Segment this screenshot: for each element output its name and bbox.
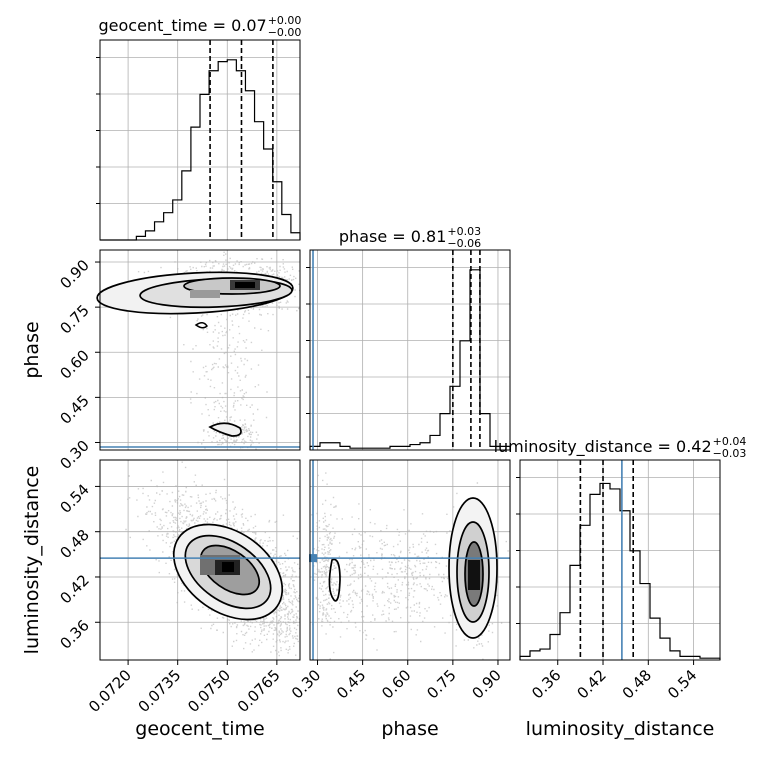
panel-frame xyxy=(99,459,301,661)
x-tick-label-geocent_time: 0.0720 xyxy=(85,666,135,716)
x-axis-label-luminosity_distance: luminosity_distance xyxy=(526,718,715,740)
y-tick-label-luminosity_distance: 0.36 xyxy=(56,616,92,652)
contour-left-island xyxy=(328,558,341,602)
x-tick-label-phase: 0.30 xyxy=(288,666,324,702)
panel-frame xyxy=(519,459,721,661)
title-minus: −0.00 xyxy=(268,26,302,39)
y-tick-label-phase: 0.90 xyxy=(56,256,92,292)
y-axis-label-luminosity_distance: luminosity_distance xyxy=(21,466,43,655)
frames-layer xyxy=(95,39,721,665)
title-minus: −0.03 xyxy=(713,447,747,460)
title-plus: +0.03 xyxy=(447,225,481,238)
title-text: luminosity_distance = 0.42 xyxy=(494,437,712,457)
x-tick-label-luminosity_distance: 0.42 xyxy=(573,666,609,702)
x-tick-label-luminosity_distance: 0.36 xyxy=(528,666,564,702)
density-cell xyxy=(468,560,480,590)
panel-frame xyxy=(99,39,301,241)
title-minus: −0.06 xyxy=(447,237,481,250)
histogram-geocent_time xyxy=(100,59,301,241)
y-tick-label-phase: 0.75 xyxy=(56,301,92,337)
truth-marker xyxy=(309,554,318,563)
y-axis-label-phase: phase xyxy=(21,321,43,378)
x-tick-label-luminosity_distance: 0.54 xyxy=(664,666,700,702)
panel-frame xyxy=(99,249,301,451)
contour-low-island xyxy=(208,422,242,437)
title-text: geocent_time = 0.07 xyxy=(99,16,267,36)
x-tick-label-phase: 0.60 xyxy=(378,666,414,702)
y-tick-label-phase: 0.30 xyxy=(56,437,92,473)
marks-layer xyxy=(96,40,721,660)
x-tick-label-luminosity_distance: 0.48 xyxy=(619,666,655,702)
x-tick-label-geocent_time: 0.0765 xyxy=(234,666,284,716)
title-plus: +0.04 xyxy=(713,435,747,448)
x-axis-label-geocent_time: geocent_time xyxy=(135,718,264,740)
y-tick-label-phase: 0.45 xyxy=(56,391,92,427)
title-plus: +0.00 xyxy=(268,14,302,27)
panel-frame xyxy=(309,249,511,451)
x-tick-label-phase: 0.45 xyxy=(333,666,369,702)
title-luminosity_distance: luminosity_distance = 0.42 +0.04−0.03 xyxy=(494,435,747,460)
x-tick-label-geocent_time: 0.0735 xyxy=(135,666,185,716)
y-tick-label-luminosity_distance: 0.42 xyxy=(56,571,92,607)
title-text: phase = 0.81 xyxy=(339,227,446,246)
y-tick-label-luminosity_distance: 0.54 xyxy=(56,481,92,517)
density-cell xyxy=(222,562,234,572)
y-tick-label-phase: 0.60 xyxy=(56,346,92,382)
title-phase: phase = 0.81 +0.03−0.06 xyxy=(339,225,481,250)
title-geocent_time: geocent_time = 0.07 +0.00−0.00 xyxy=(99,14,302,39)
x-axis-label-phase: phase xyxy=(381,718,438,740)
panel-frame xyxy=(309,459,511,661)
contour-small xyxy=(194,322,208,329)
x-tick-label-phase: 0.90 xyxy=(468,666,504,702)
x-tick-label-geocent_time: 0.0750 xyxy=(184,666,234,716)
density-cell xyxy=(190,290,220,298)
density-cell xyxy=(235,282,255,288)
x-tick-label-phase: 0.75 xyxy=(423,666,459,702)
histogram-luminosity_distance xyxy=(519,482,721,660)
y-tick-label-luminosity_distance: 0.48 xyxy=(56,526,92,562)
